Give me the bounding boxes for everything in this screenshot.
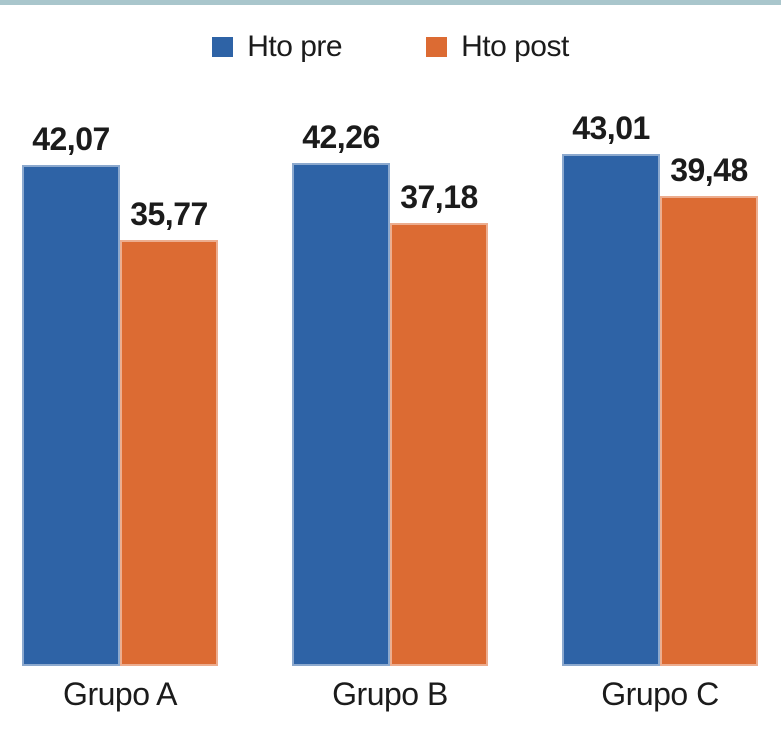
bar-hto-post-grupo-c bbox=[660, 196, 758, 666]
legend: Hto pre Hto post bbox=[0, 30, 781, 64]
value-label-pre-grupo-a: 42,07 bbox=[32, 120, 110, 157]
category-label-grupo-c: Grupo C bbox=[601, 676, 719, 712]
bar-hto-post-grupo-b bbox=[390, 223, 488, 666]
bar-hto-pre-grupo-c bbox=[562, 154, 660, 666]
bar-hto-pre-grupo-a bbox=[22, 165, 120, 666]
value-label-post-grupo-a: 35,77 bbox=[130, 195, 208, 232]
legend-label-pre: Hto pre bbox=[247, 30, 343, 63]
top-accent-bar bbox=[0, 0, 781, 5]
value-label-post-grupo-b: 37,18 bbox=[400, 178, 478, 215]
category-label-grupo-a: Grupo A bbox=[63, 676, 177, 712]
legend-item-hto-post: Hto post bbox=[426, 30, 569, 64]
legend-swatch-pre-icon bbox=[212, 37, 234, 57]
bar-hto-pre-grupo-b bbox=[292, 163, 390, 666]
bar-hto-post-grupo-a bbox=[120, 240, 218, 666]
value-label-pre-grupo-b: 42,26 bbox=[302, 118, 380, 155]
value-label-post-grupo-c: 39,48 bbox=[670, 151, 748, 188]
legend-label-post: Hto post bbox=[461, 30, 569, 63]
legend-swatch-post-icon bbox=[426, 37, 448, 57]
value-label-pre-grupo-c: 43,01 bbox=[572, 109, 650, 146]
category-label-grupo-b: Grupo B bbox=[332, 676, 448, 712]
legend-item-hto-pre: Hto pre bbox=[212, 30, 343, 64]
